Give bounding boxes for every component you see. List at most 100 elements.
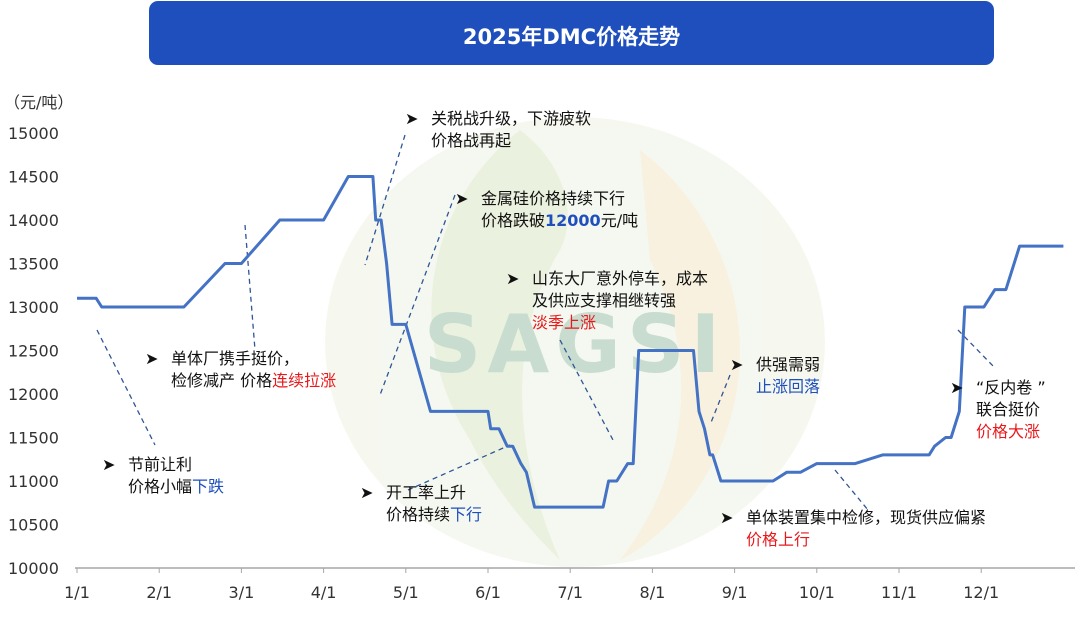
leader-line-1: [96, 329, 156, 446]
annotation-line: 价格小幅下跌: [128, 477, 224, 496]
annotation-line: “反内卷 ”: [976, 378, 1046, 397]
annotation-line: 单体装置集中检修，现货供应偏紧: [746, 508, 986, 527]
annotation-text: 价格跌破: [481, 211, 545, 230]
y-tick-label: 13000: [8, 298, 59, 317]
watermark-logo: SAGSI: [325, 117, 825, 567]
annotation-text: “反内卷 ”: [976, 378, 1046, 397]
annotation-line: 价格持续下行: [386, 505, 482, 524]
annotation-line: 价格大涨: [976, 422, 1040, 441]
annotation-line: 开工率上升: [386, 483, 466, 502]
y-tick-label: 14000: [8, 211, 59, 230]
annotation-line: 价格跌破12000元/吨: [481, 211, 638, 230]
y-tick-label: 12500: [8, 342, 59, 361]
bullet-arrow-icon: ➤: [405, 109, 418, 128]
watermark-text: SAGSI: [424, 298, 727, 391]
y-tick-label: 15000: [8, 124, 59, 143]
leader-lines: [96, 134, 996, 511]
annotation-text: 单体厂携手挺价，: [171, 349, 299, 368]
annotation-text: 关税战升级，下游疲软: [431, 109, 591, 128]
bullet-arrow-icon: ➤: [730, 355, 743, 374]
annotation-text: 单体装置集中检修，现货供应偏紧: [746, 508, 986, 527]
annotation-text: 12000: [545, 211, 601, 230]
y-tick-label: 11500: [8, 429, 59, 448]
annotation-text: 及供应支撑相继转强: [532, 291, 676, 310]
x-tick-label: 5/1: [393, 583, 419, 602]
annotation-text: 价格大涨: [976, 422, 1040, 441]
y-tick-label: 14500: [8, 168, 59, 187]
x-tick-label: 6/1: [475, 583, 501, 602]
annotation-line: 及供应支撑相继转强: [532, 291, 676, 310]
annotation-text: 节前让利: [128, 455, 192, 474]
bullet-arrow-icon: ➤: [145, 349, 158, 368]
leader-line-8: [834, 469, 869, 511]
x-tick-label: 11/1: [881, 583, 917, 602]
y-tick-label: 13500: [8, 255, 59, 274]
annotation-line: 节前让利: [128, 455, 192, 474]
chart-title-banner: 2025年DMC价格走势: [149, 1, 994, 65]
annotation-line: 供强需弱: [756, 355, 820, 374]
annotation-text: 下跌: [192, 477, 224, 496]
annotation-line: 山东大厂意外停车，成本: [532, 269, 708, 288]
annotation-text: 元/吨: [601, 211, 638, 230]
annotation-text: 联合挺价: [976, 400, 1040, 419]
annotation-text: 连续拉涨: [272, 371, 336, 390]
annotation-text: 价格上行: [746, 530, 810, 549]
annotation-text: 开工率上升: [386, 483, 466, 502]
annotation-2: ➤ 单体厂携手挺价， 检修减产 价格连续拉涨: [145, 349, 336, 390]
x-tick-label: 1/1: [64, 583, 90, 602]
annotation-line: 止涨回落: [756, 377, 820, 396]
x-tick-label: 4/1: [311, 583, 337, 602]
x-tick-label: 7/1: [557, 583, 583, 602]
annotation-text: 金属硅价格持续下行: [481, 189, 625, 208]
leader-line-6: [559, 339, 614, 441]
price-series-line: [77, 175, 1064, 509]
leader-line-3: [364, 134, 406, 266]
annotation-text: 下行: [450, 505, 482, 524]
annotation-line: 淡季上涨: [532, 313, 596, 332]
chart-title: 2025年DMC价格走势: [462, 25, 681, 49]
annotation-text: 山东大厂意外停车，成本: [532, 269, 708, 288]
bullet-arrow-icon: ➤: [506, 269, 519, 288]
y-tick-label: 11000: [8, 472, 59, 491]
x-tick-label: 2/1: [146, 583, 172, 602]
y-tick-label: 10000: [8, 559, 59, 578]
x-tick-label: 9/1: [722, 583, 748, 602]
annotation-line: 联合挺价: [976, 400, 1040, 419]
bullet-arrow-icon: ➤: [950, 378, 963, 397]
annotation-text: 价格持续: [386, 505, 450, 524]
y-tick-label: 12000: [8, 385, 59, 404]
annotation-text: 价格小幅: [128, 477, 192, 496]
x-axis-ticks: 1/1 2/1 3/1 4/1 5/1 6/1 7/1 8/1 9/1 10/1 11/1 12/1: [64, 568, 999, 602]
y-axis-ticks: 15000 14500 14000 13500 13000 12500 12000 11500…: [8, 124, 59, 578]
x-tick-label: 8/1: [640, 583, 666, 602]
x-tick-label: 12/1: [963, 583, 999, 602]
annotation-line: 关税战升级，下游疲软: [431, 109, 591, 128]
annotation-line: 价格上行: [746, 530, 810, 549]
x-tick-label: 10/1: [799, 583, 835, 602]
annotation-line: 单体厂携手挺价，: [171, 349, 299, 368]
annotation-line: 检修减产 价格连续拉涨: [171, 371, 336, 390]
y-axis-unit-label: （元/吨）: [4, 93, 73, 112]
annotation-text: 供强需弱: [756, 355, 820, 374]
annotation-line: 价格战再起: [431, 131, 511, 150]
bullet-arrow-icon: ➤: [720, 508, 733, 527]
leader-line-5: [407, 444, 511, 491]
bullet-arrow-icon: ➤: [102, 455, 115, 474]
bullet-arrow-icon: ➤: [455, 189, 468, 208]
annotation-line: 金属硅价格持续下行: [481, 189, 625, 208]
annotation-text: 止涨回落: [756, 377, 820, 396]
annotation-text: 价格战再起: [431, 131, 511, 150]
annotation-text: 淡季上涨: [532, 313, 596, 332]
x-tick-label: 3/1: [229, 583, 255, 602]
annotation-text: 检修减产 价格: [171, 371, 272, 390]
